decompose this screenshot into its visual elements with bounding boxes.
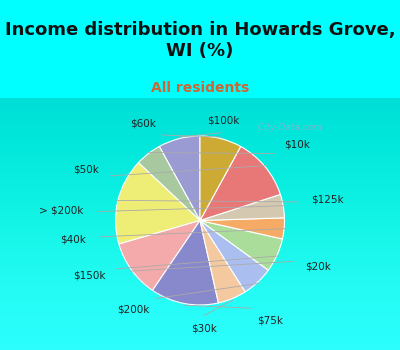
Text: City-Data.com: City-Data.com <box>254 123 322 132</box>
Text: $125k: $125k <box>312 194 344 204</box>
Text: $30k: $30k <box>191 324 217 334</box>
Text: $60k: $60k <box>130 118 156 128</box>
Text: $75k: $75k <box>258 315 284 325</box>
Text: $40k: $40k <box>60 234 86 244</box>
Text: $10k: $10k <box>284 139 310 149</box>
Wedge shape <box>116 163 200 244</box>
Wedge shape <box>200 146 280 220</box>
Wedge shape <box>200 220 282 270</box>
Wedge shape <box>200 220 268 292</box>
Text: $150k: $150k <box>73 271 105 280</box>
Wedge shape <box>200 220 245 303</box>
Wedge shape <box>200 136 241 220</box>
Wedge shape <box>138 146 200 220</box>
Text: All residents: All residents <box>151 80 249 94</box>
Text: $200k: $200k <box>117 304 149 314</box>
Text: > $200k: > $200k <box>39 205 84 215</box>
Wedge shape <box>119 220 200 290</box>
Wedge shape <box>200 194 284 220</box>
Wedge shape <box>159 136 200 220</box>
Wedge shape <box>152 220 218 305</box>
Wedge shape <box>200 218 284 239</box>
Text: $20k: $20k <box>306 262 332 272</box>
Text: $50k: $50k <box>73 165 99 175</box>
Text: $100k: $100k <box>208 116 240 126</box>
Text: Income distribution in Howards Grove,
WI (%): Income distribution in Howards Grove, WI… <box>5 21 395 60</box>
